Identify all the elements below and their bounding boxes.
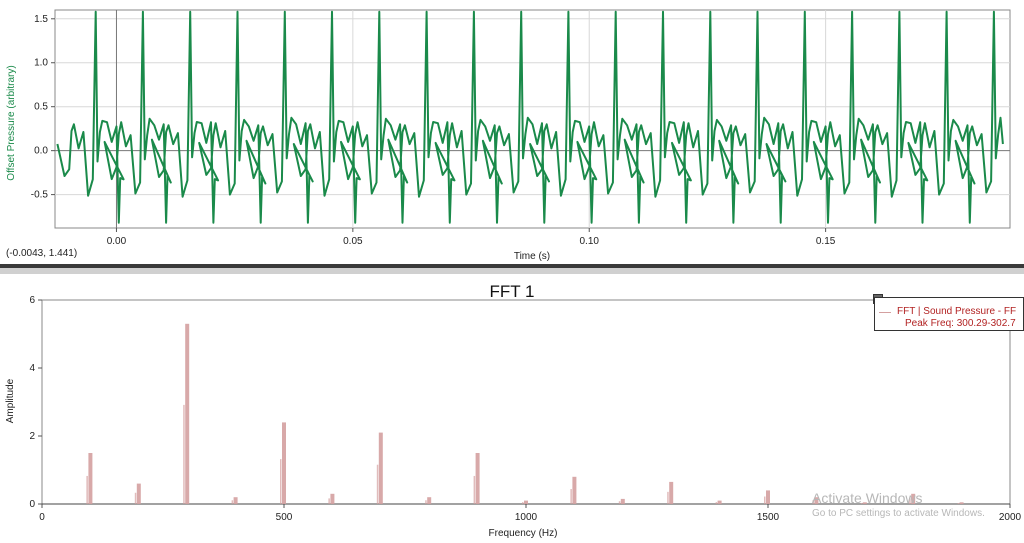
fft-bar-side xyxy=(812,500,814,504)
fft-bar-side xyxy=(860,503,863,504)
pressure-y-tick-label: 0.0 xyxy=(34,146,48,157)
fft-y-tick-label: 4 xyxy=(29,363,35,374)
legend-peak-freq: Peak Freq: 300.29-302.7 xyxy=(905,318,1016,329)
fft-bar xyxy=(766,490,770,504)
fft-bar xyxy=(717,500,722,504)
fft-bar-side xyxy=(957,503,960,504)
pressure-chart[interactable]: 1.5 1.0 0.5 0.0 -0.5 0.00 0.05 0.10 0.15 Time (s… xyxy=(6,9,1011,262)
fft-bar xyxy=(282,422,286,504)
fft-bar xyxy=(959,502,964,504)
watermark-subtitle: Go to PC settings to activate Windows. xyxy=(812,508,985,519)
pressure-y-axis-label: Offset Pressure (arbitrary) xyxy=(6,65,17,180)
fft-bar xyxy=(136,483,141,504)
pressure-x-axis-label: Time (s) xyxy=(514,251,550,262)
pressure-y-tick-label: 1.0 xyxy=(34,58,48,69)
pressure-x-tick-label: 0.10 xyxy=(579,236,599,247)
fft-bar-side xyxy=(473,475,476,504)
fft-y-tick-label: 6 xyxy=(29,295,35,306)
coordinate-readout: (-0.0043, 1.441) xyxy=(6,248,77,259)
pressure-x-tick-label: 0.05 xyxy=(343,236,363,247)
fft-x-tick-label: 0 xyxy=(39,512,45,523)
fft-bar-side xyxy=(618,501,621,504)
fft-y-tick-label: 2 xyxy=(29,431,35,442)
fft-bar-side xyxy=(522,502,524,504)
fft-bar-side xyxy=(764,496,766,504)
fft-bar xyxy=(475,453,480,504)
fft-chart[interactable]: FFT 1 6 4 2 00 500 1000 1500 2000 Frequency (Hz… xyxy=(5,282,1022,539)
fft-bar-side xyxy=(86,475,88,504)
legend-entry: FFT | Sound Pressure - FF xyxy=(897,306,1017,317)
pressure-y-tick-label: -0.5 xyxy=(31,190,49,201)
fft-bar-side xyxy=(183,404,185,504)
fft-bar xyxy=(572,476,577,504)
fft-y-axis-label: Amplitude xyxy=(5,378,16,423)
fft-bar-side xyxy=(376,464,379,504)
fft-bar-side xyxy=(134,492,137,504)
pressure-x-tick-label: 0.15 xyxy=(816,236,836,247)
pressure-plot-area[interactable] xyxy=(54,9,1011,229)
pressure-ticks: 1.5 1.0 0.5 0.0 -0.5 0.00 0.05 0.10 0.15 xyxy=(31,14,836,247)
fft-x-tick-label: 500 xyxy=(276,512,293,523)
fft-bar xyxy=(620,498,625,504)
fft-bar-side xyxy=(231,500,234,504)
fft-bar-side xyxy=(280,459,282,504)
pressure-y-tick-label: 0.5 xyxy=(34,102,48,113)
fft-legend[interactable]: FFT | Sound Pressure - FF Peak Freq: 300… xyxy=(874,297,1024,331)
fft-bar-side xyxy=(667,491,669,504)
fft-bar xyxy=(911,493,916,504)
fft-bar-side xyxy=(425,500,427,504)
panel-divider[interactable] xyxy=(0,264,1024,268)
fft-bar xyxy=(233,497,238,504)
legend-swatch xyxy=(879,312,891,313)
fft-bar xyxy=(88,453,93,504)
fft-bar xyxy=(378,432,383,504)
fft-x-tick-label: 1500 xyxy=(757,512,780,523)
fft-bar xyxy=(185,323,190,504)
fft-bar-side xyxy=(909,498,911,504)
fft-bar xyxy=(814,497,819,504)
fft-bar-side xyxy=(328,498,330,504)
fft-bar-side xyxy=(715,502,718,504)
fft-x-tick-label: 1000 xyxy=(515,512,538,523)
fft-bar xyxy=(524,500,528,504)
fft-title: FFT 1 xyxy=(489,282,534,301)
pressure-y-tick-label: 1.5 xyxy=(34,14,48,25)
fft-x-axis-label: Frequency (Hz) xyxy=(489,528,558,539)
fft-x-tick-label: 2000 xyxy=(999,512,1022,523)
fft-y-tick-label: 0 xyxy=(29,499,35,510)
pressure-x-tick-label: 0.00 xyxy=(107,236,127,247)
fft-bar-side xyxy=(570,489,572,504)
pressure-series-line[interactable] xyxy=(56,10,1004,224)
activate-windows-watermark: Activate Windows Go to PC settings to ac… xyxy=(812,490,985,519)
fft-bar xyxy=(427,497,432,504)
fft-bar xyxy=(862,502,867,504)
fft-plot-area[interactable] xyxy=(41,299,1011,505)
panel-divider-shadow xyxy=(0,268,1024,274)
watermark-title: Activate Windows xyxy=(812,490,923,506)
fft-bar xyxy=(669,481,674,504)
fft-bar xyxy=(330,493,335,504)
fft-bars xyxy=(86,323,964,504)
